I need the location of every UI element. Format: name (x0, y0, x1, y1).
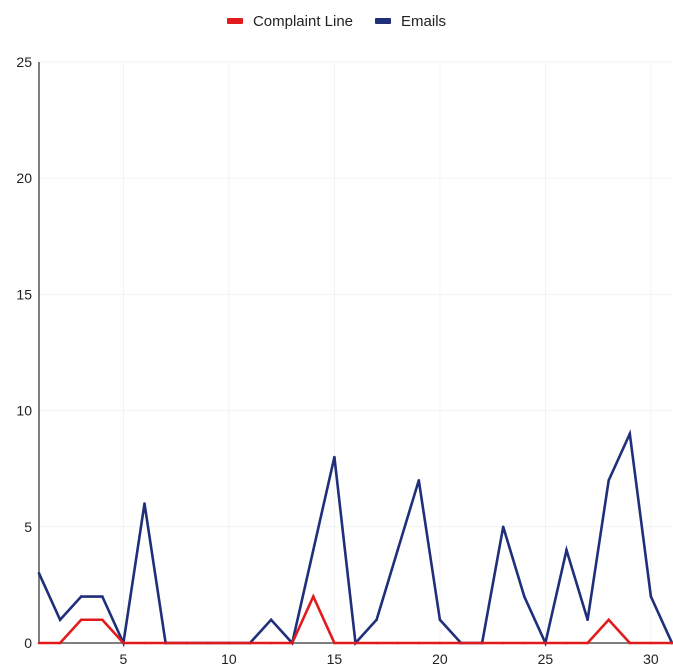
data-point-emails-17 (375, 618, 378, 622)
data-point-complaint-line-23 (501, 641, 505, 645)
data-point-complaint-line-7 (164, 641, 167, 645)
data-point-complaint-line-27 (586, 641, 589, 645)
data-point-complaint-line-31 (670, 641, 673, 645)
data-point-complaint-line-25 (544, 641, 547, 645)
data-point-complaint-line-2 (58, 641, 62, 645)
y-tick-label-0: 0 (24, 635, 32, 651)
data-point-complaint-line-13 (290, 641, 294, 645)
data-point-complaint-line-20 (438, 641, 442, 645)
data-point-complaint-line-28 (607, 618, 610, 622)
data-point-emails-19 (417, 479, 421, 482)
legend-swatch-emails (375, 18, 392, 24)
x-tick-label-25: 25 (538, 651, 554, 667)
y-tick-labels: 0 5 10 15 20 25 (16, 54, 32, 651)
data-point-complaint-line-30 (649, 641, 653, 645)
x-tick-label-5: 5 (120, 651, 128, 667)
y-tick-label-25: 25 (16, 54, 32, 70)
data-point-complaint-line-24 (523, 641, 526, 645)
grid (39, 61, 672, 644)
data-points (37, 432, 673, 645)
data-point-complaint-line-5 (122, 641, 125, 645)
data-point-emails-18 (396, 548, 400, 552)
y-tick-label-5: 5 (24, 519, 32, 535)
data-point-complaint-line-21 (459, 641, 463, 645)
series (37, 429, 673, 648)
data-point-emails-1 (37, 571, 41, 575)
data-point-emails-14 (312, 548, 315, 552)
data-point-complaint-line-15 (333, 641, 336, 645)
x-tick-label-10: 10 (221, 651, 237, 667)
data-point-complaint-line-11 (248, 641, 252, 645)
data-point-complaint-line-19 (417, 641, 421, 645)
data-point-complaint-line-14 (312, 595, 315, 598)
series-line-emails (37, 429, 673, 648)
data-point-emails-20 (438, 618, 442, 622)
data-point-emails-6 (143, 502, 146, 505)
data-point-complaint-line-6 (143, 641, 146, 645)
data-point-complaint-line-29 (628, 641, 632, 645)
data-point-complaint-line-22 (480, 641, 484, 645)
data-point-emails-3 (79, 595, 83, 598)
data-point-emails-26 (565, 548, 568, 552)
data-point-complaint-line-8 (185, 641, 188, 645)
data-point-emails-27 (586, 618, 589, 622)
x-tick-label-30: 30 (643, 651, 659, 667)
x-tick-label-20: 20 (432, 651, 448, 667)
legend-swatch-complaint-line (226, 18, 243, 24)
data-point-complaint-line-16 (354, 641, 357, 645)
data-point-complaint-line-18 (396, 641, 400, 645)
data-point-complaint-line-10 (227, 641, 231, 645)
data-point-emails-23 (501, 525, 505, 529)
data-point-complaint-line-3 (79, 618, 83, 622)
legend-label-complaint-line: Complaint Line (252, 12, 354, 30)
y-tick-label-15: 15 (16, 286, 32, 302)
data-point-emails-4 (101, 595, 104, 598)
legend-label-emails: Emails (401, 12, 447, 30)
x-tick-labels: 5 10 15 20 25 30 (120, 651, 659, 667)
legend-item-complaint-line[interactable]: Complaint Line (226, 12, 354, 30)
data-point-complaint-line-12 (269, 641, 273, 645)
x-tick-label-15: 15 (327, 651, 343, 667)
y-tick-label-10: 10 (16, 403, 32, 419)
data-point-complaint-line-9 (206, 641, 210, 645)
data-point-emails-28 (607, 479, 610, 482)
y-tick-label-20: 20 (16, 170, 32, 186)
data-point-complaint-line-26 (565, 641, 568, 645)
data-point-complaint-line-1 (37, 641, 41, 645)
legend-item-emails[interactable]: Emails (375, 13, 446, 30)
legend: Complaint Line Emails (0, 10, 673, 32)
data-point-emails-29 (628, 432, 632, 436)
data-point-emails-24 (523, 595, 526, 598)
data-point-emails-12 (269, 618, 273, 622)
data-point-complaint-line-4 (101, 618, 104, 622)
data-point-emails-2 (58, 618, 62, 622)
data-point-emails-30 (649, 595, 653, 598)
data-point-emails-15 (333, 455, 336, 459)
data-point-complaint-line-17 (375, 641, 378, 645)
